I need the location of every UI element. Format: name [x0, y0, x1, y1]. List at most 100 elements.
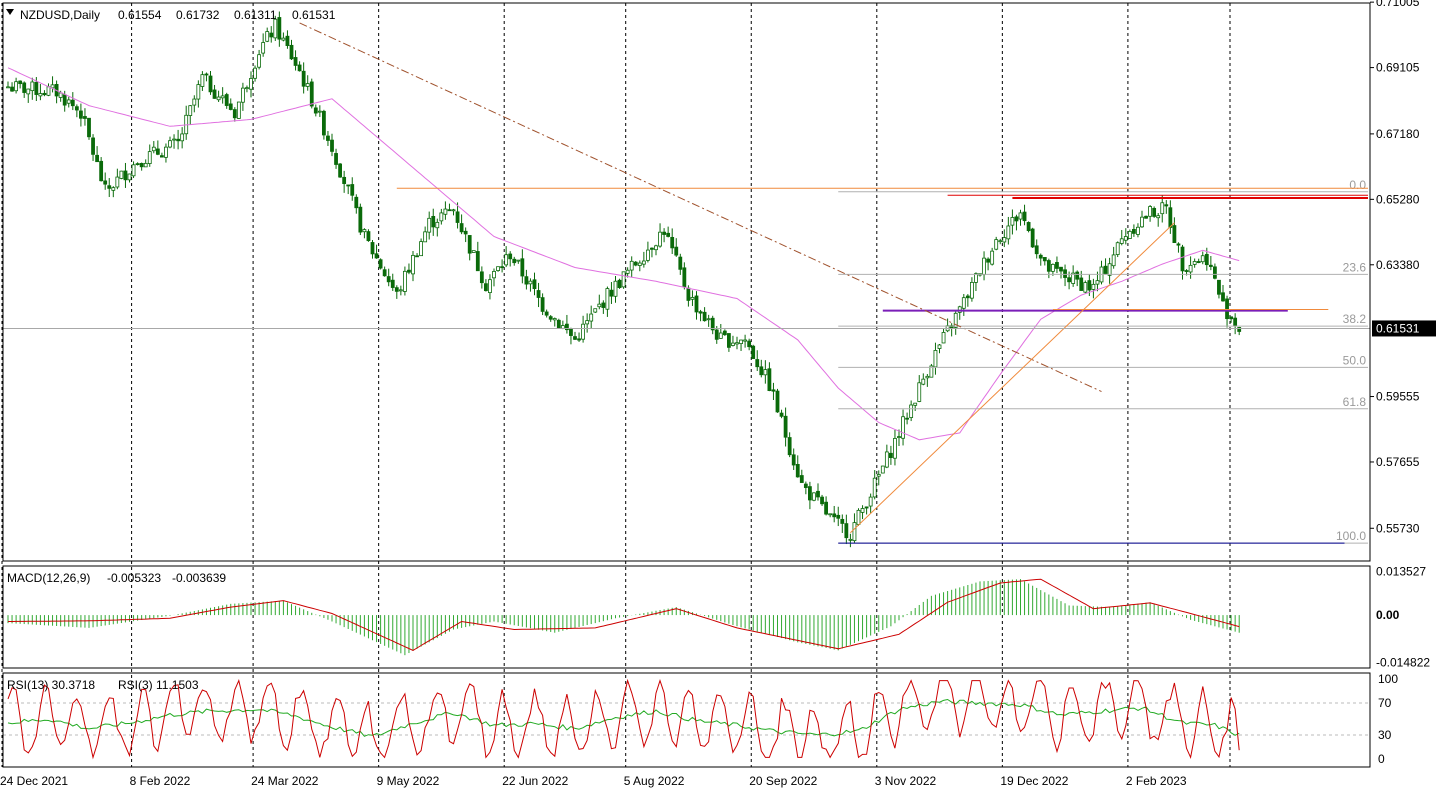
candle-body	[107, 185, 112, 189]
candle-body	[155, 148, 160, 155]
candle-body	[1071, 272, 1076, 284]
candle-body	[79, 110, 83, 119]
date-tick-label: 20 Sep 2022	[749, 774, 817, 788]
candle-body	[876, 474, 881, 477]
candle-body	[731, 342, 735, 346]
candle-body	[1225, 298, 1229, 320]
candle-body	[1180, 246, 1185, 272]
candle-body	[1107, 263, 1112, 276]
candle-body	[1083, 282, 1088, 293]
candle-body	[111, 187, 116, 191]
candle-body	[1168, 207, 1173, 228]
candle-body	[787, 437, 792, 456]
candle-body	[686, 287, 691, 301]
candle-body	[625, 269, 630, 274]
candle-body	[50, 84, 55, 89]
candle-body	[496, 266, 500, 271]
candle-body	[889, 452, 893, 458]
candle-body	[46, 86, 51, 96]
candle-body	[431, 215, 436, 228]
candle-body	[512, 258, 517, 264]
candle-body	[70, 99, 75, 107]
ohlc-open: 0.61554	[118, 8, 162, 22]
macd-panel	[7, 578, 1240, 656]
candle-body	[492, 271, 496, 279]
candle-body	[961, 297, 966, 309]
panel-border	[2, 565, 1371, 669]
candle-body	[832, 513, 837, 518]
candle-body	[236, 101, 241, 119]
panel-border	[2, 672, 1371, 768]
candle-body	[370, 242, 375, 255]
candle-body	[508, 253, 513, 260]
candle-body	[479, 271, 484, 284]
candle-body	[824, 501, 828, 515]
candle-body	[864, 506, 869, 509]
candle-body	[921, 378, 926, 385]
candle-body	[1119, 238, 1124, 244]
candle-body	[1026, 222, 1031, 232]
candle-body	[540, 297, 545, 312]
date-tick-label: 22 Jun 2022	[502, 774, 568, 788]
candle-body	[338, 163, 343, 178]
date-tick-label: 24 Dec 2021	[0, 774, 68, 788]
candle-body	[735, 342, 739, 345]
candle-body	[447, 209, 452, 212]
candle-body	[382, 269, 387, 277]
candle-body	[265, 31, 270, 42]
candle-body	[848, 538, 853, 541]
candle-body	[670, 236, 675, 249]
dropdown-triangle-icon[interactable]	[6, 9, 14, 15]
candle-body	[791, 454, 796, 466]
candle-body	[613, 280, 618, 297]
fib-level-label: 61.8	[1343, 395, 1367, 409]
price-tick-label: 0.57655	[1376, 455, 1420, 469]
candle-body	[852, 522, 857, 542]
trend-dashdot-line	[299, 22, 1102, 392]
candle-body	[528, 280, 533, 285]
candle-body	[690, 297, 695, 300]
candle-body	[884, 451, 889, 468]
candle-body	[714, 329, 719, 340]
rsi-tick-label: 30	[1378, 728, 1392, 742]
candle-body	[763, 369, 768, 376]
candle-body	[722, 330, 727, 336]
macd-histogram	[7, 579, 1240, 656]
candle-body	[127, 173, 132, 181]
rsi13-label: RSI(13) 30.3718	[7, 678, 95, 692]
date-tick-label: 5 Aug 2022	[624, 774, 685, 788]
candle-body	[390, 279, 395, 288]
candle-body	[123, 170, 128, 181]
candle-body	[439, 212, 444, 222]
rsi13-line	[7, 698, 1240, 737]
candle-body	[83, 116, 87, 119]
symbol-label: NZDUSD,Daily	[20, 8, 100, 22]
price-tick-label: 0.65280	[1376, 192, 1420, 206]
date-tick-label: 24 Mar 2022	[251, 774, 319, 788]
candle-body	[1160, 202, 1165, 215]
chart-header: NZDUSD,Daily 0.61554 0.61732 0.61311 0.6…	[6, 8, 336, 22]
candle-body	[682, 267, 687, 288]
candle-body	[228, 103, 233, 110]
candle-body	[1213, 266, 1217, 279]
candle-body	[593, 308, 598, 313]
candle-body	[816, 490, 820, 498]
candle-body	[970, 281, 974, 299]
candle-body	[91, 137, 95, 155]
candle-body	[1091, 283, 1096, 290]
candle-body	[1152, 207, 1157, 217]
fib-level-label: 50.0	[1343, 353, 1367, 367]
candle-body	[483, 283, 488, 292]
candle-body	[799, 475, 804, 483]
uptrend-line	[850, 222, 1175, 534]
candle-body	[556, 319, 561, 329]
candle-body	[103, 180, 108, 185]
candle-body	[1055, 262, 1059, 269]
price-tick-label: 0.67180	[1376, 127, 1420, 141]
candle-body	[941, 332, 946, 344]
candle-body	[937, 344, 942, 349]
candle-body	[654, 245, 658, 251]
candle-body	[783, 415, 788, 438]
rsi-panel	[7, 678, 1240, 760]
